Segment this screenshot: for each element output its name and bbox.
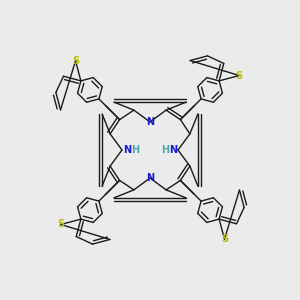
Text: N: N	[123, 145, 131, 155]
Text: S: S	[72, 56, 79, 66]
Text: H: H	[131, 145, 139, 155]
Text: H: H	[161, 145, 169, 155]
Text: N: N	[169, 145, 177, 155]
Text: S: S	[221, 234, 228, 244]
Text: S: S	[57, 220, 64, 230]
Text: S: S	[236, 70, 243, 80]
Text: N: N	[146, 173, 154, 183]
Text: N: N	[146, 117, 154, 127]
